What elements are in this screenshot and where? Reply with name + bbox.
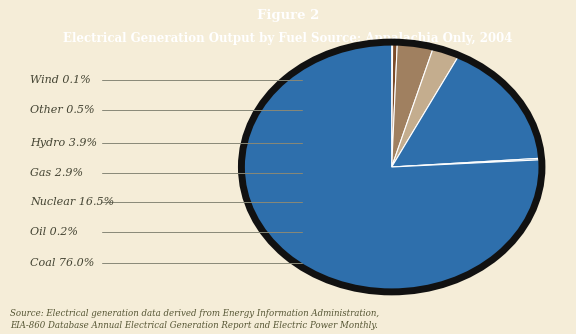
Text: Coal 76.0%: Coal 76.0%: [30, 258, 94, 268]
Wedge shape: [392, 47, 459, 167]
Text: Other 0.5%: Other 0.5%: [30, 105, 94, 115]
Text: Nuclear 16.5%: Nuclear 16.5%: [30, 197, 114, 207]
Wedge shape: [392, 55, 541, 167]
Text: Electrical Generation Output by Fuel Source: Appalachia Only, 2004: Electrical Generation Output by Fuel Sou…: [63, 32, 513, 45]
Wedge shape: [392, 158, 541, 167]
Text: Gas 2.9%: Gas 2.9%: [30, 168, 83, 178]
Text: Source: Electrical generation data derived from Energy Information Administratio: Source: Electrical generation data deriv…: [10, 310, 379, 319]
Text: Oil 0.2%: Oil 0.2%: [30, 227, 78, 237]
Wedge shape: [392, 42, 393, 167]
Text: EIA-860 Database Annual Electrical Generation Report and Electric Power Monthly.: EIA-860 Database Annual Electrical Gener…: [10, 322, 378, 331]
Text: Wind 0.1%: Wind 0.1%: [30, 75, 91, 85]
Wedge shape: [241, 42, 542, 292]
Text: Figure 2: Figure 2: [257, 9, 319, 22]
Wedge shape: [392, 42, 397, 167]
Wedge shape: [392, 42, 434, 167]
Text: Hydro 3.9%: Hydro 3.9%: [30, 138, 97, 148]
